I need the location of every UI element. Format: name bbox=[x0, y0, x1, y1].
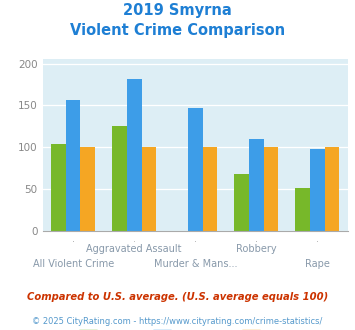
Text: 2019 Smyrna: 2019 Smyrna bbox=[123, 3, 232, 18]
Bar bbox=[234, 174, 249, 231]
Bar bbox=[112, 126, 127, 231]
Bar bbox=[51, 144, 66, 231]
Bar bbox=[81, 147, 95, 231]
Bar bbox=[66, 100, 81, 231]
Bar bbox=[249, 139, 264, 231]
Text: All Violent Crime: All Violent Crime bbox=[33, 259, 114, 269]
Bar bbox=[295, 188, 310, 231]
Text: Murder & Mans...: Murder & Mans... bbox=[153, 259, 237, 269]
Text: Aggravated Assault: Aggravated Assault bbox=[86, 244, 182, 254]
Bar bbox=[310, 149, 325, 231]
Text: Rape: Rape bbox=[305, 259, 330, 269]
Text: Compared to U.S. average. (U.S. average equals 100): Compared to U.S. average. (U.S. average … bbox=[27, 292, 328, 302]
Bar bbox=[127, 79, 142, 231]
Legend: Smyrna, Tennessee, National: Smyrna, Tennessee, National bbox=[75, 326, 316, 330]
Bar bbox=[264, 147, 278, 231]
Text: Robbery: Robbery bbox=[236, 244, 277, 254]
Bar bbox=[325, 147, 339, 231]
Text: © 2025 CityRating.com - https://www.cityrating.com/crime-statistics/: © 2025 CityRating.com - https://www.city… bbox=[32, 317, 323, 326]
Text: Violent Crime Comparison: Violent Crime Comparison bbox=[70, 23, 285, 38]
Bar bbox=[188, 108, 203, 231]
Bar bbox=[203, 147, 217, 231]
Bar bbox=[142, 147, 156, 231]
